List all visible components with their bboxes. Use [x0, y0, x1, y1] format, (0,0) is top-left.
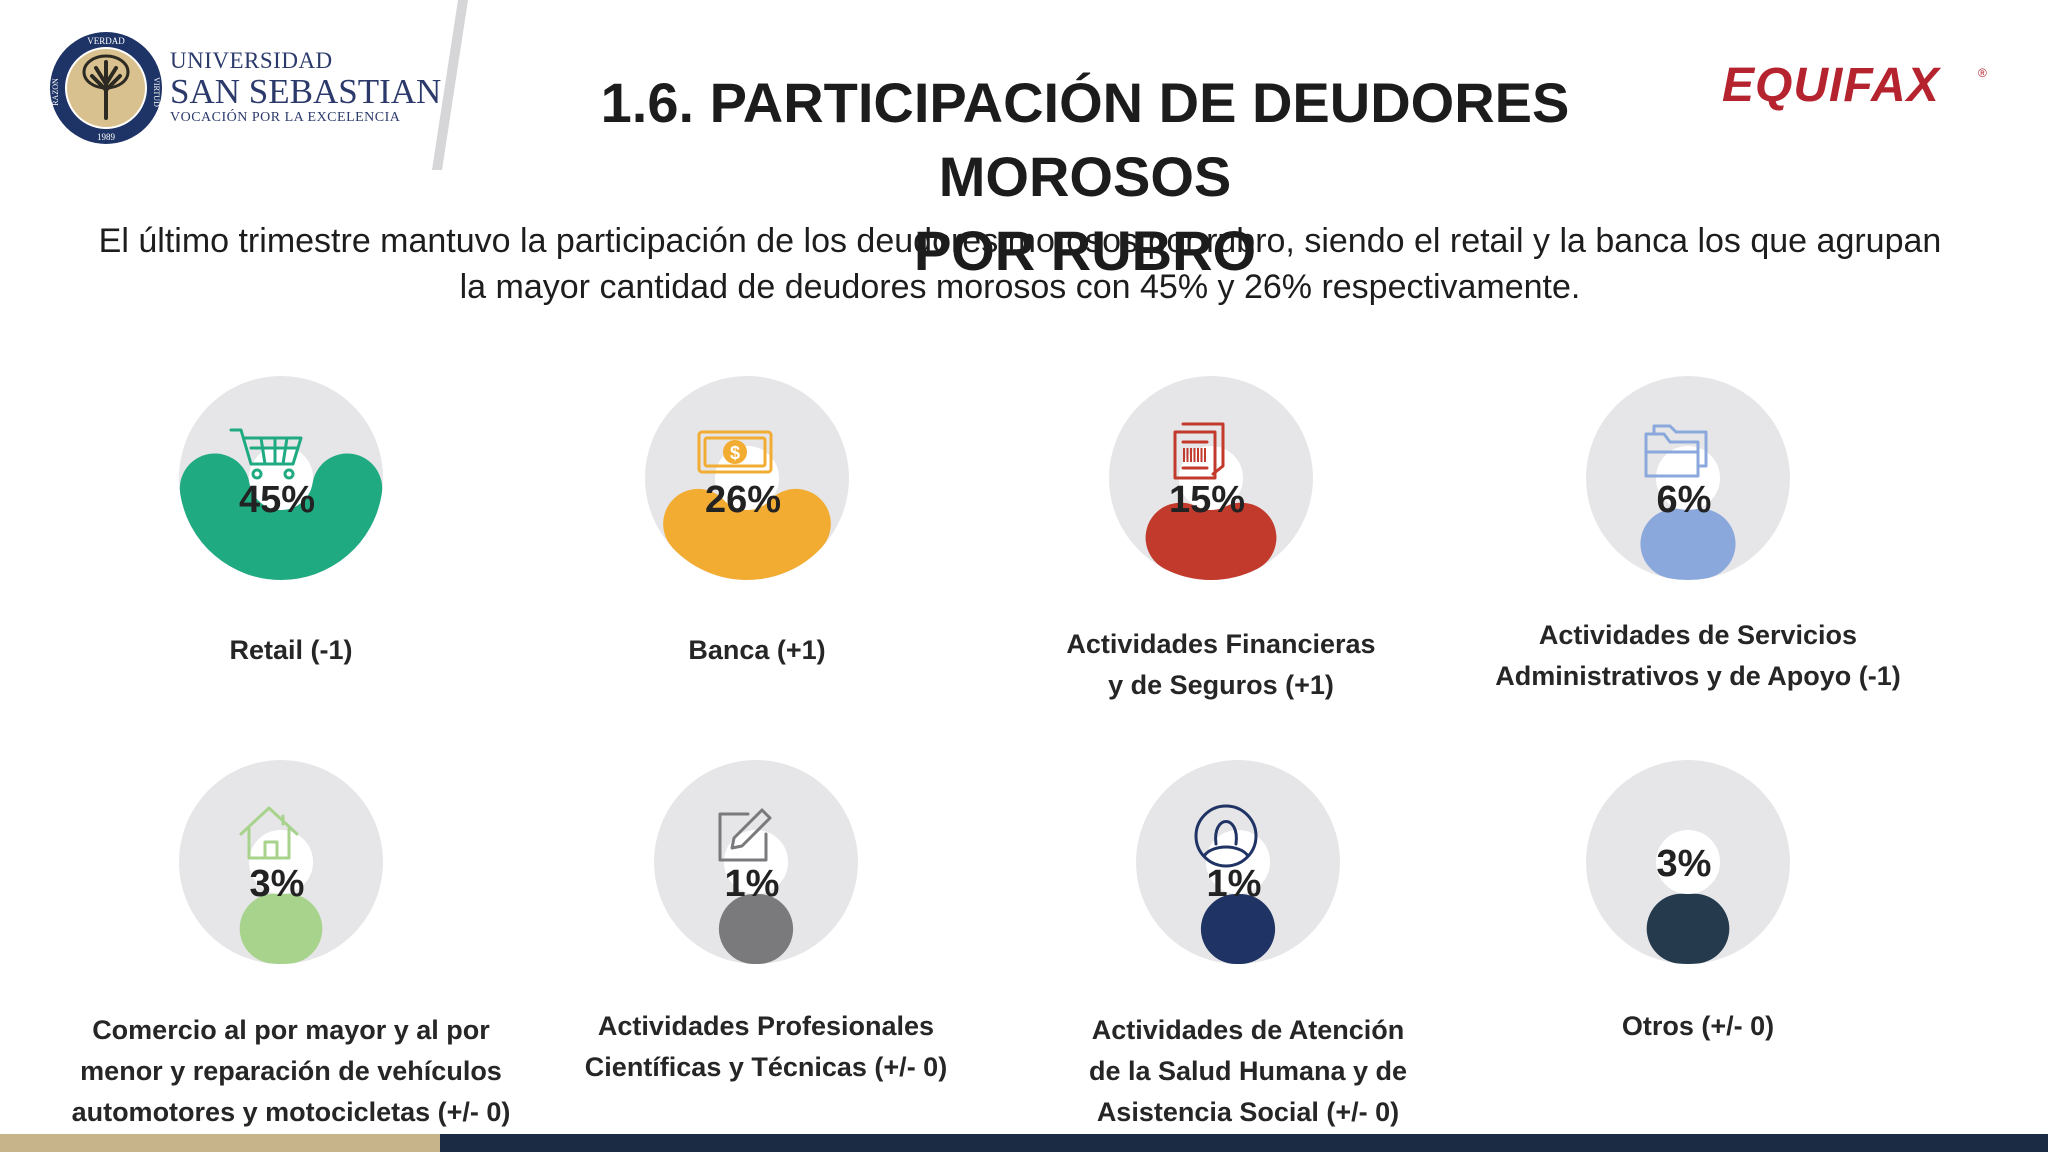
donut-category-label: Actividades de Servicios Administrativos …	[1438, 615, 1958, 697]
donut-value-arc	[663, 488, 831, 580]
header-divider	[432, 0, 468, 170]
donut-category-label-line: Actividades Financieras	[1066, 629, 1376, 659]
donut-2: $26%	[645, 376, 849, 580]
subtitle-line1: El último trimestre mantuvo la participa…	[98, 222, 1942, 260]
donut-category-label-line: Otros (+/- 0)	[1621, 1011, 1775, 1041]
donut-6: 1%	[654, 760, 858, 964]
donut-category-label-line: Banca (+1)	[688, 635, 826, 665]
folder-icon	[1644, 424, 1708, 478]
donut-4: 6%	[1586, 376, 1790, 580]
seal-top-text: VERDAD	[87, 36, 125, 46]
donut-5: 3%	[179, 760, 383, 964]
university-seal-icon: VERDAD RAZON VIRTUD 1989	[50, 32, 162, 144]
person-icon	[1194, 804, 1258, 868]
donut-category-label: Actividades Profesionales Científicas y T…	[506, 1006, 1026, 1088]
donut-value-label: 15%	[1169, 479, 1245, 521]
donut-value-label: 1%	[725, 863, 780, 905]
donut-category-label: Otros (+/- 0)	[1438, 1006, 1958, 1047]
donut-value-label: 1%	[1207, 863, 1262, 905]
donut-category-label-line: Científicas y Técnicas (+/- 0)	[584, 1052, 948, 1082]
banknote-icon: $	[697, 430, 773, 474]
donut-category-label-line: Actividades Profesionales	[597, 1011, 935, 1041]
donut-category-label: Comercio al por mayor y al por menor y re…	[31, 1010, 551, 1133]
donut-category-label: Retail (-1)	[31, 630, 551, 671]
donut-value-label: 3%	[250, 863, 305, 905]
university-logo: VERDAD RAZON VIRTUD 1989 UNIVERSIDAD SAN…	[48, 30, 441, 150]
shopping-cart-icon	[229, 428, 303, 480]
equifax-logo: EQUIFAX	[1722, 59, 1940, 112]
donut-value-label: 3%	[1657, 843, 1712, 885]
receipt-icon	[1173, 422, 1225, 480]
donut-category-label-line: Comercio al por mayor y al por	[92, 1015, 490, 1045]
footer-bar-gold	[0, 1134, 450, 1152]
donut-category-label-line: Administrativos y de Apoyo (-1)	[1495, 661, 1901, 691]
donut-1: 45%	[179, 376, 383, 580]
house-icon	[239, 806, 299, 860]
donut-category-label-line: Actividades de Servicios	[1538, 620, 1858, 650]
slide-subtitle: El último trimestre mantuvo la participa…	[30, 218, 2010, 310]
donut-value-arc	[1640, 508, 1736, 580]
seal-right-text: VIRTUD	[152, 77, 161, 107]
donut-category-label-line: y de Seguros (+1)	[1108, 670, 1334, 700]
donut-category-label-line: Retail (-1)	[229, 635, 353, 665]
page-title: 1.6. PARTICIPACIÓN DE DEUDORES MOROSOS P…	[470, 66, 1700, 288]
donut-3: 15%	[1109, 376, 1313, 580]
svg-text:$: $	[730, 443, 740, 463]
donut-value-label: 26%	[705, 479, 781, 521]
donut-category-label: Banca (+1)	[497, 630, 1017, 671]
donut-category-label-line: automotores y motocicletas (+/- 0)	[71, 1097, 511, 1127]
footer-bar-navy	[440, 1134, 2048, 1152]
equifax-registered-mark: ®	[1978, 66, 1987, 80]
page-title-line2: POR RUBRO	[913, 219, 1257, 282]
page-title-line1: 1.6. PARTICIPACIÓN DE DEUDORES MOROSOS	[600, 71, 1570, 208]
seal-year-text: 1989	[97, 132, 116, 142]
donut-category-label-line: de la Salud Humana y de	[1088, 1056, 1408, 1086]
donut-category-label: Actividades Financieras y de Seguros (+1)	[961, 624, 1481, 706]
donut-category-label-line: menor y reparación de vehículos	[80, 1056, 502, 1086]
slide-header: VERDAD RAZON VIRTUD 1989 UNIVERSIDAD SAN…	[0, 0, 2048, 282]
donut-value-arc	[179, 453, 383, 580]
donut-category-label: Actividades de Atención de la Salud Human…	[988, 1010, 1508, 1133]
university-name-line1: UNIVERSIDAD	[170, 48, 333, 73]
donut-7: 1%	[1136, 760, 1340, 964]
seal-left-text: RAZON	[51, 78, 60, 106]
donut-value-arc	[1145, 502, 1277, 580]
university-name-line2: SAN SEBASTIAN	[170, 72, 442, 111]
donut-8: 3%	[1586, 760, 1790, 964]
donut-value-label: 6%	[1657, 479, 1712, 521]
donut-category-label-line: Actividades de Atención	[1091, 1015, 1405, 1045]
subtitle-line2: la mayor cantidad de deudores morosos co…	[459, 268, 1581, 306]
donut-category-label-line: Asistencia Social (+/- 0)	[1096, 1097, 1400, 1127]
edit-icon	[718, 808, 772, 862]
donut-value-label: 45%	[239, 479, 315, 521]
university-motto: VOCACIÓN POR LA EXCELENCIA	[170, 110, 401, 125]
